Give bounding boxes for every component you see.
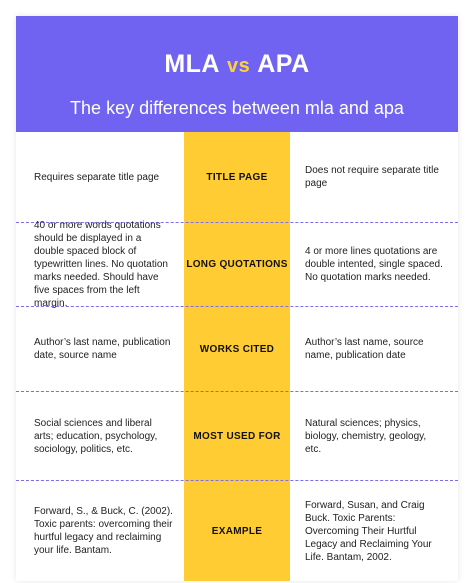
page-subtitle: The key differences between mla and apa [70, 98, 404, 118]
row-divider [16, 480, 458, 481]
mla-cell: Author’s last name, publication date, so… [34, 337, 171, 361]
mla-cell: Social sciences and liberal arts; educat… [34, 417, 158, 455]
title-mla: MLA [164, 50, 220, 78]
apa-cell: 4 or more lines quotations are double in… [305, 246, 443, 283]
row-divider [16, 222, 458, 223]
title-vs: vs [226, 55, 251, 77]
mla-cell: 40 or more words quotations should be di… [34, 220, 168, 309]
apa-cell: Natural sciences; physics, biology, chem… [305, 417, 427, 455]
header-banner: MLA vs APA The key differences between mla… [16, 16, 458, 132]
mla-cell: Forward, S., & Buck, C. (2002). Toxic pa… [34, 506, 173, 556]
category-column [184, 132, 290, 581]
title-apa: APA [257, 50, 310, 78]
mla-cell: Requires separate title page [34, 171, 160, 183]
row-divider [16, 306, 458, 307]
page-title: MLA vs APA [16, 50, 458, 79]
row-title-page: Requires separate title page TITLE PAGE … [16, 132, 458, 222]
category-label: WORKS CITED [199, 343, 275, 355]
category-label: TITLE PAGE [206, 171, 268, 183]
apa-cell: Forward, Susan, and Craig Buck. Toxic Pa… [305, 499, 432, 563]
row-most-used-for: Social sciences and liberal arts; educat… [16, 392, 458, 480]
category-label: LONG QUOTATIONS [186, 259, 288, 270]
row-divider [16, 391, 458, 392]
category-label: EXAMPLE [211, 525, 263, 537]
apa-cell: Author’s last name, source name, publica… [305, 337, 424, 361]
row-works-cited: Author’s last name, publication date, so… [16, 307, 458, 391]
category-label: MOST USED FOR [193, 430, 281, 442]
apa-cell: Does not require separate title page [305, 165, 439, 189]
row-example: Forward, S., & Buck, C. (2002). Toxic pa… [16, 481, 458, 581]
comparison-card: MLA vs APA The key differences between mla… [16, 16, 458, 581]
row-long-quotations: 40 or more words quotations should be di… [16, 220, 458, 309]
